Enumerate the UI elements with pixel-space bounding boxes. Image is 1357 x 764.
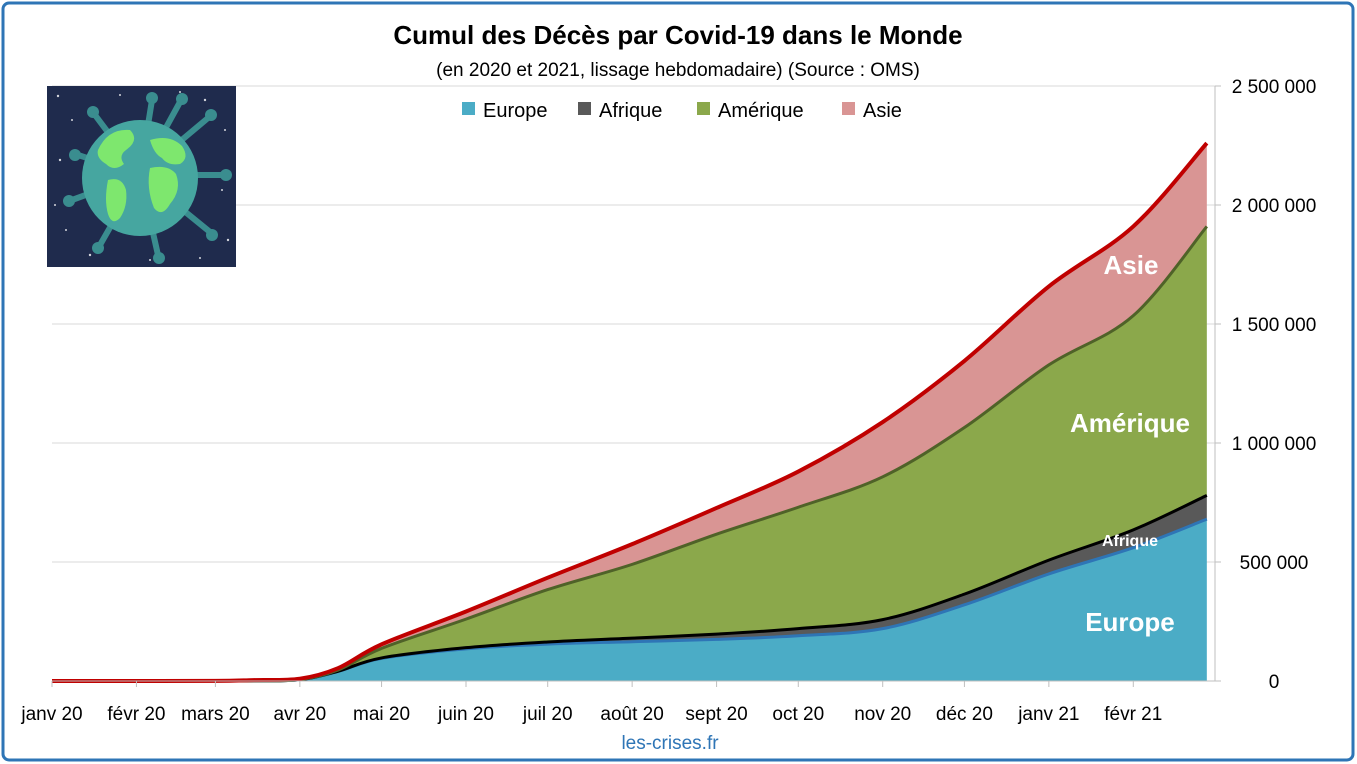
y-tick-label: 500 000 xyxy=(1240,553,1309,574)
source-label: les-crises.fr xyxy=(621,733,719,754)
x-tick-label: mars 20 xyxy=(181,704,250,725)
chart-subtitle: (en 2020 et 2021, lissage hebdomadaire) … xyxy=(436,60,920,81)
legend-swatch-afrique xyxy=(578,102,591,115)
area-asie xyxy=(52,143,1207,682)
legend-swatch-europe xyxy=(462,102,475,115)
y-tick-label: 2 000 000 xyxy=(1232,196,1317,217)
y-tick-label: 1 500 000 xyxy=(1232,315,1317,336)
stacked-areas xyxy=(52,143,1207,682)
legend-swatch-amérique xyxy=(697,102,710,115)
legend-swatch-asie xyxy=(842,102,855,115)
y-tick-label: 1 000 000 xyxy=(1232,434,1317,455)
area-label-asie: Asie xyxy=(1104,250,1159,280)
x-axis-ticks: janv 20 févr 20 mars 20 avr 20 mai 20 juin 20… xyxy=(20,681,1162,725)
y-axis-ticks: 0 500 000 1 000 000 1 500 000 2 000 000 2 500… xyxy=(1215,77,1316,693)
x-tick-label: oct 20 xyxy=(772,704,824,725)
area-europe xyxy=(52,519,1207,682)
x-tick-label: nov 20 xyxy=(854,704,911,725)
area-amérique xyxy=(52,226,1207,682)
x-tick-label: févr 20 xyxy=(107,704,165,725)
legend-label-asie: Asie xyxy=(863,100,902,122)
area-label-afrique: Afrique xyxy=(1102,533,1158,550)
x-tick-label: avr 20 xyxy=(273,704,326,725)
chart-title: Cumul des Décès par Covid-19 dans le Mon… xyxy=(393,20,962,50)
y-tick-label: 0 xyxy=(1269,672,1280,693)
legend-label-europe: Europe xyxy=(483,100,548,122)
edge-asie xyxy=(51,141,1209,684)
area-labels: Asie Amérique Afrique Europe xyxy=(1070,250,1190,637)
x-tick-label: juil 20 xyxy=(522,704,573,725)
x-tick-label: août 20 xyxy=(600,704,663,725)
x-tick-label: janv 21 xyxy=(1017,704,1079,725)
legend-label-amérique: Amérique xyxy=(718,100,804,122)
y-tick-label: 2 500 000 xyxy=(1232,77,1317,98)
x-tick-label: juin 20 xyxy=(437,704,494,725)
x-tick-label: déc 20 xyxy=(936,704,993,725)
area-label-europe: Europe xyxy=(1085,607,1175,637)
legend-label-afrique: Afrique xyxy=(599,100,662,122)
area-label-amerique: Amérique xyxy=(1070,408,1190,438)
legend: Europe Afrique Amérique Asie xyxy=(462,100,902,122)
globe-virus-icon xyxy=(47,86,236,267)
x-tick-label: févr 21 xyxy=(1104,704,1162,725)
x-tick-label: janv 20 xyxy=(20,704,82,725)
x-tick-label: mai 20 xyxy=(353,704,410,725)
x-tick-label: sept 20 xyxy=(685,704,747,725)
